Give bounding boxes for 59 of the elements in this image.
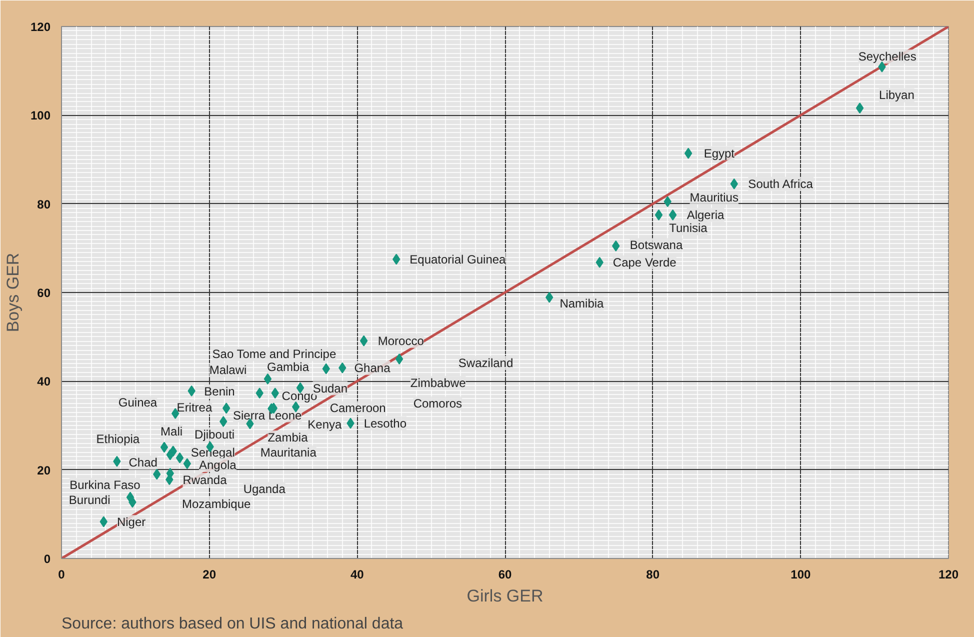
annotation: Mali	[160, 424, 183, 439]
annotation: Djibouti	[194, 427, 235, 442]
annotation: Egypt	[704, 146, 736, 160]
annotation: Mauritius	[690, 190, 738, 205]
annotation: Ghana	[354, 360, 391, 375]
x-tick-label: 100	[790, 568, 812, 582]
annotation: Niger	[116, 515, 146, 530]
y-tick-label: 80	[37, 197, 51, 212]
annotation: Cameroon	[330, 401, 386, 416]
annotation: Congo	[282, 389, 318, 404]
annotation: Mauritania	[260, 446, 317, 460]
annotation: Libyan	[879, 88, 914, 102]
annotation: Seychelles	[858, 50, 916, 64]
annotation: Chad	[128, 456, 158, 470]
annotation: Lesotho	[364, 416, 407, 430]
source-note: Source: authors based on UIS and national data	[62, 616, 404, 632]
annotation: Gambia	[266, 360, 310, 374]
annotation: Algeria	[686, 208, 725, 222]
annotation: Malawi	[209, 363, 247, 378]
annotation: Angola	[198, 458, 237, 472]
annotation: Eritrea	[176, 400, 212, 414]
annotation: Swaziland	[458, 356, 514, 370]
annotation: Morocco	[378, 334, 424, 348]
y-tick-label: 100	[30, 108, 51, 123]
x-tick-label: 60	[498, 568, 512, 582]
annotation: Uganda	[243, 482, 286, 496]
annotation: Burkina Faso	[70, 478, 141, 492]
annotation: Tunisia	[669, 221, 708, 236]
annotation: Cape Verde	[612, 255, 677, 270]
annotation: Sudan	[312, 381, 348, 396]
annotation: Senegal	[190, 446, 235, 460]
y-tick-label: 40	[37, 374, 51, 389]
annotation: Sierra Leone	[232, 408, 302, 422]
annotation: Burundi	[68, 492, 110, 507]
annotation: Botswana	[630, 238, 683, 252]
annotation: Zimbabwe	[410, 376, 466, 390]
annotation: Sao Tome and Principe	[212, 347, 336, 362]
annotation: Guinea	[118, 395, 158, 410]
y-tick-label: 120	[30, 20, 51, 34]
y-tick-label: 0	[44, 552, 51, 566]
annotation: South Africa	[748, 176, 814, 191]
annotation: Namibia	[560, 296, 604, 311]
y-tick-label: 20	[37, 463, 51, 478]
annotation: Mozambique	[182, 496, 252, 511]
annotation: Ethiopia	[96, 432, 140, 446]
annotation: Benin	[204, 384, 235, 398]
annotation: Zambia	[268, 430, 308, 444]
y-tick-label: 60	[37, 286, 51, 300]
x-tick-label: 0	[58, 568, 66, 582]
annotation: Kenya	[308, 418, 342, 432]
x-tick-label: 80	[646, 568, 660, 582]
x-tick-label: 20	[202, 568, 216, 582]
annotation: Comoros	[413, 396, 462, 410]
x-axis-title: Girls GER	[466, 586, 544, 606]
annotation: Rwanda	[182, 473, 228, 488]
y-axis-title: Boys GER	[3, 252, 22, 332]
annotation: Equatorial Guinea	[410, 252, 506, 266]
x-tick-label: 40	[350, 568, 364, 582]
x-tick-label: 120	[938, 568, 959, 582]
